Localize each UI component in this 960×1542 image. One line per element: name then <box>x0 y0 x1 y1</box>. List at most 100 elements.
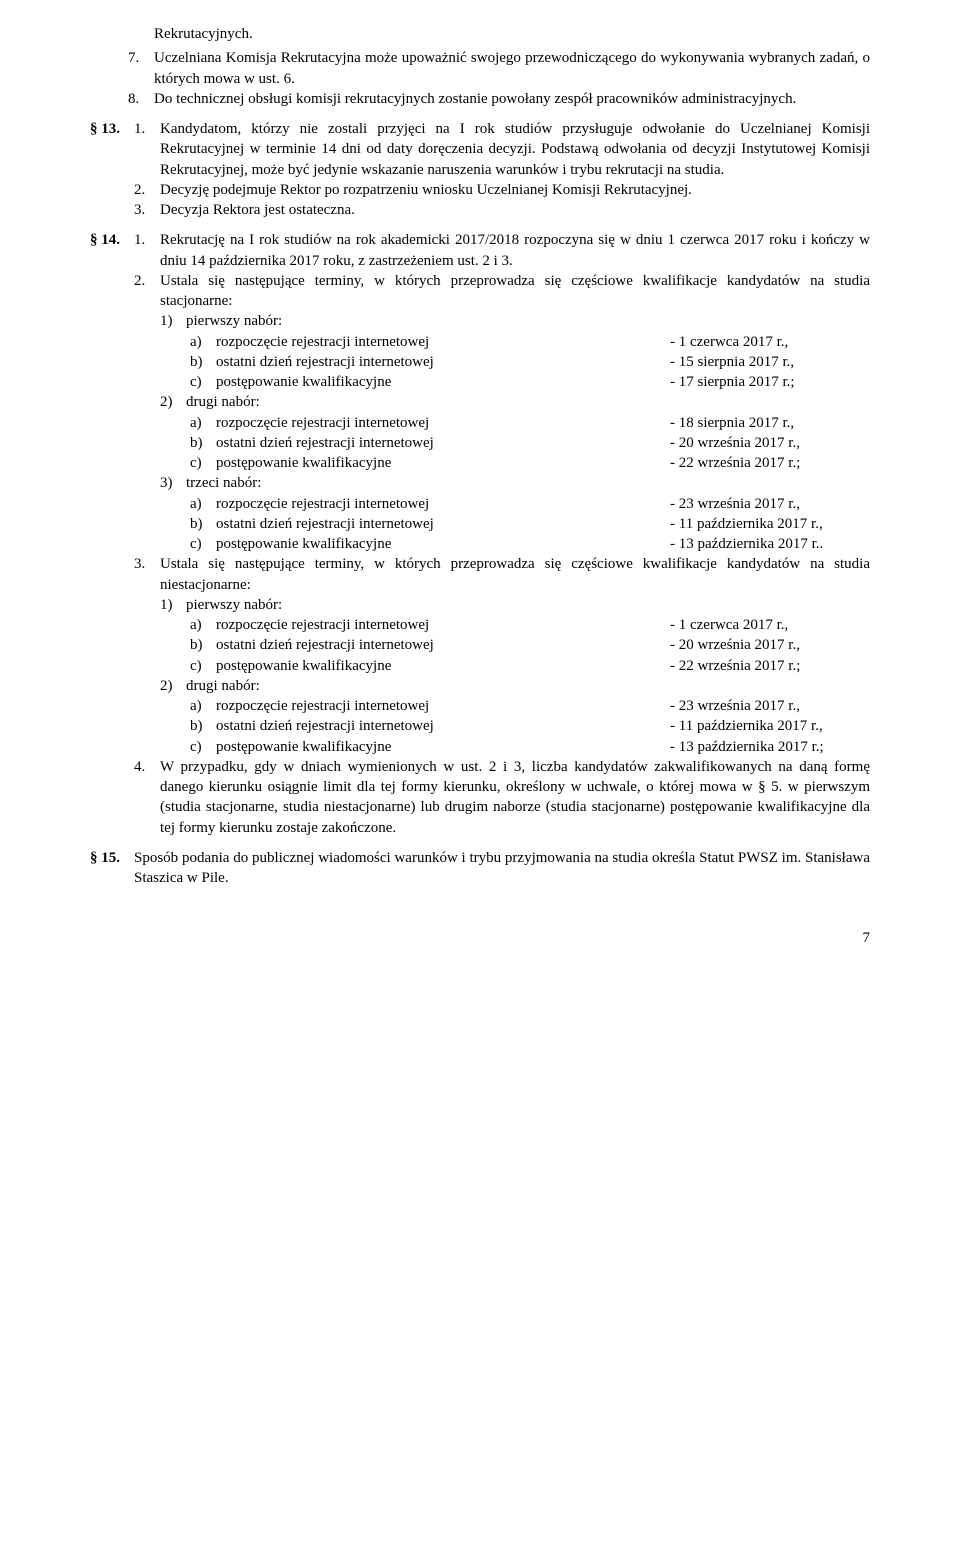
item-letter: b) <box>190 352 216 372</box>
schedule-label: ostatni dzień rejestracji internetowej <box>216 433 660 453</box>
schedule-row: c) postępowanie kwalifikacyjne - 17 sier… <box>90 372 870 392</box>
item-text: Sposób podania do publicznej wiadomości … <box>134 848 870 889</box>
item-number: 1) <box>160 311 186 331</box>
item-text: Rekrutację na I rok studiów na rok akade… <box>160 230 870 271</box>
schedule-label: rozpoczęcie rejestracji internetowej <box>216 413 660 433</box>
item-letter: b) <box>190 433 216 453</box>
schedule-row: b) ostatni dzień rejestracji internetowe… <box>90 514 870 534</box>
page-number: 7 <box>90 928 870 948</box>
schedule-label: postępowanie kwalifikacyjne <box>216 737 660 757</box>
item-number: 1. <box>134 119 160 139</box>
section-14: § 14. 1. Rekrutację na I rok studiów na … <box>90 230 870 271</box>
section-13: § 13. 1. Kandydatom, którzy nie zostali … <box>90 119 870 180</box>
item-number: 2. <box>134 180 160 200</box>
schedule-row: b) ostatni dzień rejestracji internetowe… <box>90 716 870 736</box>
section-label: § 15. <box>90 848 134 868</box>
list-item: 3. Ustala się następujące terminy, w któ… <box>90 554 870 595</box>
schedule-label: rozpoczęcie rejestracji internetowej <box>216 494 660 514</box>
schedule-label: rozpoczęcie rejestracji internetowej <box>216 332 660 352</box>
schedule-date: - 18 sierpnia 2017 r., <box>660 413 870 433</box>
item-text: drugi nabór: <box>186 392 870 412</box>
sublist-item: 3) trzeci nabór: <box>90 473 870 493</box>
schedule-label: ostatni dzień rejestracji internetowej <box>216 716 660 736</box>
item-letter: a) <box>190 696 216 716</box>
schedule-date: - 15 sierpnia 2017 r., <box>660 352 870 372</box>
item-letter: a) <box>190 494 216 514</box>
item-number: 2) <box>160 676 186 696</box>
schedule-date: - 11 października 2017 r., <box>660 716 870 736</box>
item-text: trzeci nabór: <box>186 473 870 493</box>
sublist-item: 2) drugi nabór: <box>90 676 870 696</box>
item-number: 3. <box>134 200 160 220</box>
schedule-date: - 13 października 2017 r.; <box>660 737 870 757</box>
item-text: Kandydatom, którzy nie zostali przyjęci … <box>160 119 870 180</box>
sublist-item: 2) drugi nabór: <box>90 392 870 412</box>
item-letter: b) <box>190 635 216 655</box>
item-text: Ustala się następujące terminy, w któryc… <box>160 554 870 595</box>
schedule-row: a) rozpoczęcie rejestracji internetowej … <box>90 332 870 352</box>
item-text: Uczelniana Komisja Rekrutacyjna może upo… <box>154 48 870 89</box>
schedule-row: c) postępowanie kwalifikacyjne - 22 wrze… <box>90 453 870 473</box>
item-number: 4. <box>134 757 160 777</box>
item-text: pierwszy nabór: <box>186 311 870 331</box>
list-item: 8. Do technicznej obsługi komisji rekrut… <box>90 89 870 109</box>
item-letter: b) <box>190 716 216 736</box>
paragraph-continuation: Rekrutacyjnych. <box>154 24 870 44</box>
item-number: 3) <box>160 473 186 493</box>
list-item: 2. Decyzję podejmuje Rektor po rozpatrze… <box>90 180 870 200</box>
section-label: § 13. <box>90 119 134 139</box>
item-number: 1) <box>160 595 186 615</box>
schedule-row: b) ostatni dzień rejestracji internetowe… <box>90 635 870 655</box>
item-text: Do technicznej obsługi komisji rekrutacy… <box>154 89 870 109</box>
item-letter: a) <box>190 413 216 433</box>
section-15: § 15. Sposób podania do publicznej wiado… <box>90 848 870 889</box>
list-item: 4. W przypadku, gdy w dniach wymienionyc… <box>90 757 870 838</box>
item-letter: c) <box>190 656 216 676</box>
sublist-item: 1) pierwszy nabór: <box>90 311 870 331</box>
item-number: 2. <box>134 271 160 291</box>
item-letter: b) <box>190 514 216 534</box>
schedule-row: c) postępowanie kwalifikacyjne - 13 paźd… <box>90 534 870 554</box>
schedule-row: c) postępowanie kwalifikacyjne - 13 paźd… <box>90 737 870 757</box>
schedule-date: - 20 września 2017 r., <box>660 433 870 453</box>
item-text: Decyzję podejmuje Rektor po rozpatrzeniu… <box>160 180 870 200</box>
schedule-label: rozpoczęcie rejestracji internetowej <box>216 696 660 716</box>
item-number: 7. <box>128 48 154 68</box>
schedule-label: rozpoczęcie rejestracji internetowej <box>216 615 660 635</box>
schedule-row: a) rozpoczęcie rejestracji internetowej … <box>90 696 870 716</box>
item-letter: c) <box>190 453 216 473</box>
item-text: pierwszy nabór: <box>186 595 870 615</box>
schedule-label: postępowanie kwalifikacyjne <box>216 534 660 554</box>
item-letter: c) <box>190 534 216 554</box>
item-text: Decyzja Rektora jest ostateczna. <box>160 200 870 220</box>
section-label: § 14. <box>90 230 134 250</box>
list-item: 2. Ustala się następujące terminy, w któ… <box>90 271 870 312</box>
schedule-row: a) rozpoczęcie rejestracji internetowej … <box>90 494 870 514</box>
schedule-label: ostatni dzień rejestracji internetowej <box>216 514 660 534</box>
schedule-date: - 23 września 2017 r., <box>660 494 870 514</box>
schedule-label: ostatni dzień rejestracji internetowej <box>216 352 660 372</box>
item-number: 2) <box>160 392 186 412</box>
schedule-label: postępowanie kwalifikacyjne <box>216 372 660 392</box>
item-text: drugi nabór: <box>186 676 870 696</box>
schedule-row: b) ostatni dzień rejestracji internetowe… <box>90 352 870 372</box>
schedule-row: c) postępowanie kwalifikacyjne - 22 wrze… <box>90 656 870 676</box>
schedule-date: - 22 września 2017 r.; <box>660 453 870 473</box>
schedule-date: - 11 października 2017 r., <box>660 514 870 534</box>
item-letter: a) <box>190 615 216 635</box>
schedule-date: - 1 czerwca 2017 r., <box>660 615 870 635</box>
item-number: 3. <box>134 554 160 574</box>
schedule-date: - 17 sierpnia 2017 r.; <box>660 372 870 392</box>
sublist-item: 1) pierwszy nabór: <box>90 595 870 615</box>
item-letter: a) <box>190 332 216 352</box>
item-number: 8. <box>128 89 154 109</box>
item-text: W przypadku, gdy w dniach wymienionych w… <box>160 757 870 838</box>
schedule-row: b) ostatni dzień rejestracji internetowe… <box>90 433 870 453</box>
item-text: Ustala się następujące terminy, w któryc… <box>160 271 870 312</box>
schedule-row: a) rozpoczęcie rejestracji internetowej … <box>90 413 870 433</box>
schedule-date: - 13 października 2017 r.. <box>660 534 870 554</box>
schedule-label: postępowanie kwalifikacyjne <box>216 453 660 473</box>
item-number: 1. <box>134 230 160 250</box>
schedule-label: ostatni dzień rejestracji internetowej <box>216 635 660 655</box>
schedule-label: postępowanie kwalifikacyjne <box>216 656 660 676</box>
